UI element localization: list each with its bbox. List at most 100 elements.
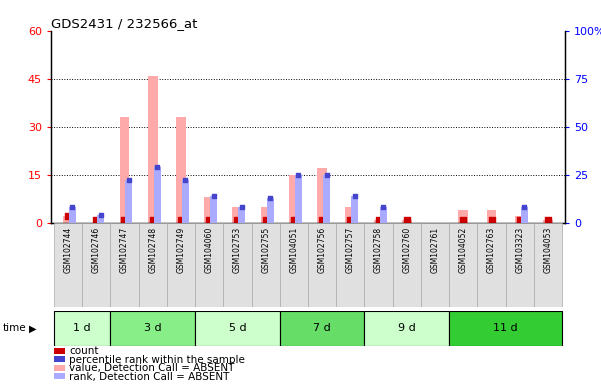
- Text: GSM104052: GSM104052: [459, 227, 468, 273]
- Bar: [120, 117, 129, 223]
- Point: [346, 217, 355, 223]
- Text: GSM102758: GSM102758: [374, 227, 383, 273]
- Text: GSM102763: GSM102763: [487, 227, 496, 273]
- Bar: [477, 223, 505, 307]
- Bar: [520, 207, 528, 223]
- Bar: [54, 311, 111, 346]
- Bar: [374, 220, 383, 223]
- Point: [402, 217, 412, 223]
- Text: time: time: [3, 323, 26, 333]
- Bar: [449, 223, 477, 307]
- Bar: [195, 311, 280, 346]
- Point: [378, 204, 388, 210]
- Bar: [261, 207, 270, 223]
- Bar: [54, 223, 82, 307]
- Point: [322, 172, 331, 178]
- Point: [289, 217, 299, 223]
- Point: [120, 217, 129, 223]
- Bar: [63, 216, 73, 223]
- Bar: [154, 167, 160, 223]
- Bar: [351, 196, 358, 223]
- Point: [209, 193, 218, 199]
- Bar: [515, 216, 525, 223]
- Text: GSM104053: GSM104053: [543, 227, 552, 273]
- Text: GSM102755: GSM102755: [261, 227, 270, 273]
- Point: [233, 217, 242, 223]
- Bar: [69, 207, 76, 223]
- Text: GDS2431 / 232566_at: GDS2431 / 232566_at: [51, 17, 198, 30]
- Point: [153, 164, 162, 170]
- Bar: [317, 168, 327, 223]
- Text: 9 d: 9 d: [398, 323, 416, 333]
- Point: [261, 217, 270, 223]
- Bar: [111, 311, 195, 346]
- Bar: [487, 210, 496, 223]
- Text: GSM102747: GSM102747: [120, 227, 129, 273]
- Text: 3 d: 3 d: [144, 323, 162, 333]
- Bar: [336, 223, 364, 307]
- Bar: [280, 311, 364, 346]
- Bar: [204, 197, 214, 223]
- Bar: [364, 223, 392, 307]
- Text: GSM102753: GSM102753: [233, 227, 242, 273]
- Bar: [82, 223, 111, 307]
- Bar: [111, 223, 139, 307]
- Text: ▶: ▶: [29, 323, 36, 333]
- Point: [350, 193, 359, 199]
- Bar: [295, 175, 302, 223]
- Text: 11 d: 11 d: [493, 323, 518, 333]
- Point: [543, 217, 553, 223]
- Text: GSM102749: GSM102749: [177, 227, 186, 273]
- Point: [519, 204, 529, 210]
- Point: [91, 217, 101, 223]
- Point: [204, 217, 214, 223]
- Text: value, Detection Call = ABSENT: value, Detection Call = ABSENT: [69, 363, 234, 373]
- Text: GSM102760: GSM102760: [402, 227, 411, 273]
- Bar: [267, 198, 273, 223]
- Text: 1 d: 1 d: [73, 323, 91, 333]
- Text: GSM104051: GSM104051: [290, 227, 298, 273]
- Bar: [308, 223, 336, 307]
- Point: [148, 217, 157, 223]
- Bar: [195, 223, 224, 307]
- Text: GSM102746: GSM102746: [92, 227, 101, 273]
- Point: [96, 212, 106, 218]
- Point: [176, 217, 186, 223]
- Bar: [534, 223, 562, 307]
- Bar: [97, 215, 104, 223]
- Bar: [459, 210, 468, 223]
- Bar: [252, 223, 280, 307]
- Point: [68, 204, 78, 210]
- Bar: [148, 76, 157, 223]
- Bar: [364, 311, 449, 346]
- Text: GSM102761: GSM102761: [430, 227, 439, 273]
- Point: [124, 177, 134, 184]
- Point: [459, 217, 468, 223]
- Bar: [224, 223, 252, 307]
- Point: [317, 217, 327, 223]
- Bar: [449, 311, 562, 346]
- Text: percentile rank within the sample: percentile rank within the sample: [69, 355, 245, 365]
- Bar: [392, 223, 421, 307]
- Point: [63, 213, 73, 219]
- Bar: [167, 223, 195, 307]
- Point: [374, 217, 383, 223]
- Text: rank, Detection Call = ABSENT: rank, Detection Call = ABSENT: [69, 372, 230, 382]
- Bar: [239, 207, 245, 223]
- Bar: [421, 223, 449, 307]
- Bar: [505, 223, 534, 307]
- Text: GSM102748: GSM102748: [148, 227, 157, 273]
- Bar: [323, 175, 330, 223]
- Text: GSM102744: GSM102744: [64, 227, 73, 273]
- Text: GSM102757: GSM102757: [346, 227, 355, 273]
- Point: [265, 195, 275, 201]
- Point: [487, 217, 496, 223]
- Bar: [289, 175, 299, 223]
- Bar: [139, 223, 167, 307]
- Text: GSM104060: GSM104060: [205, 227, 214, 273]
- Bar: [233, 207, 242, 223]
- Point: [515, 217, 525, 223]
- Bar: [543, 220, 553, 223]
- Text: 5 d: 5 d: [228, 323, 246, 333]
- Bar: [182, 180, 189, 223]
